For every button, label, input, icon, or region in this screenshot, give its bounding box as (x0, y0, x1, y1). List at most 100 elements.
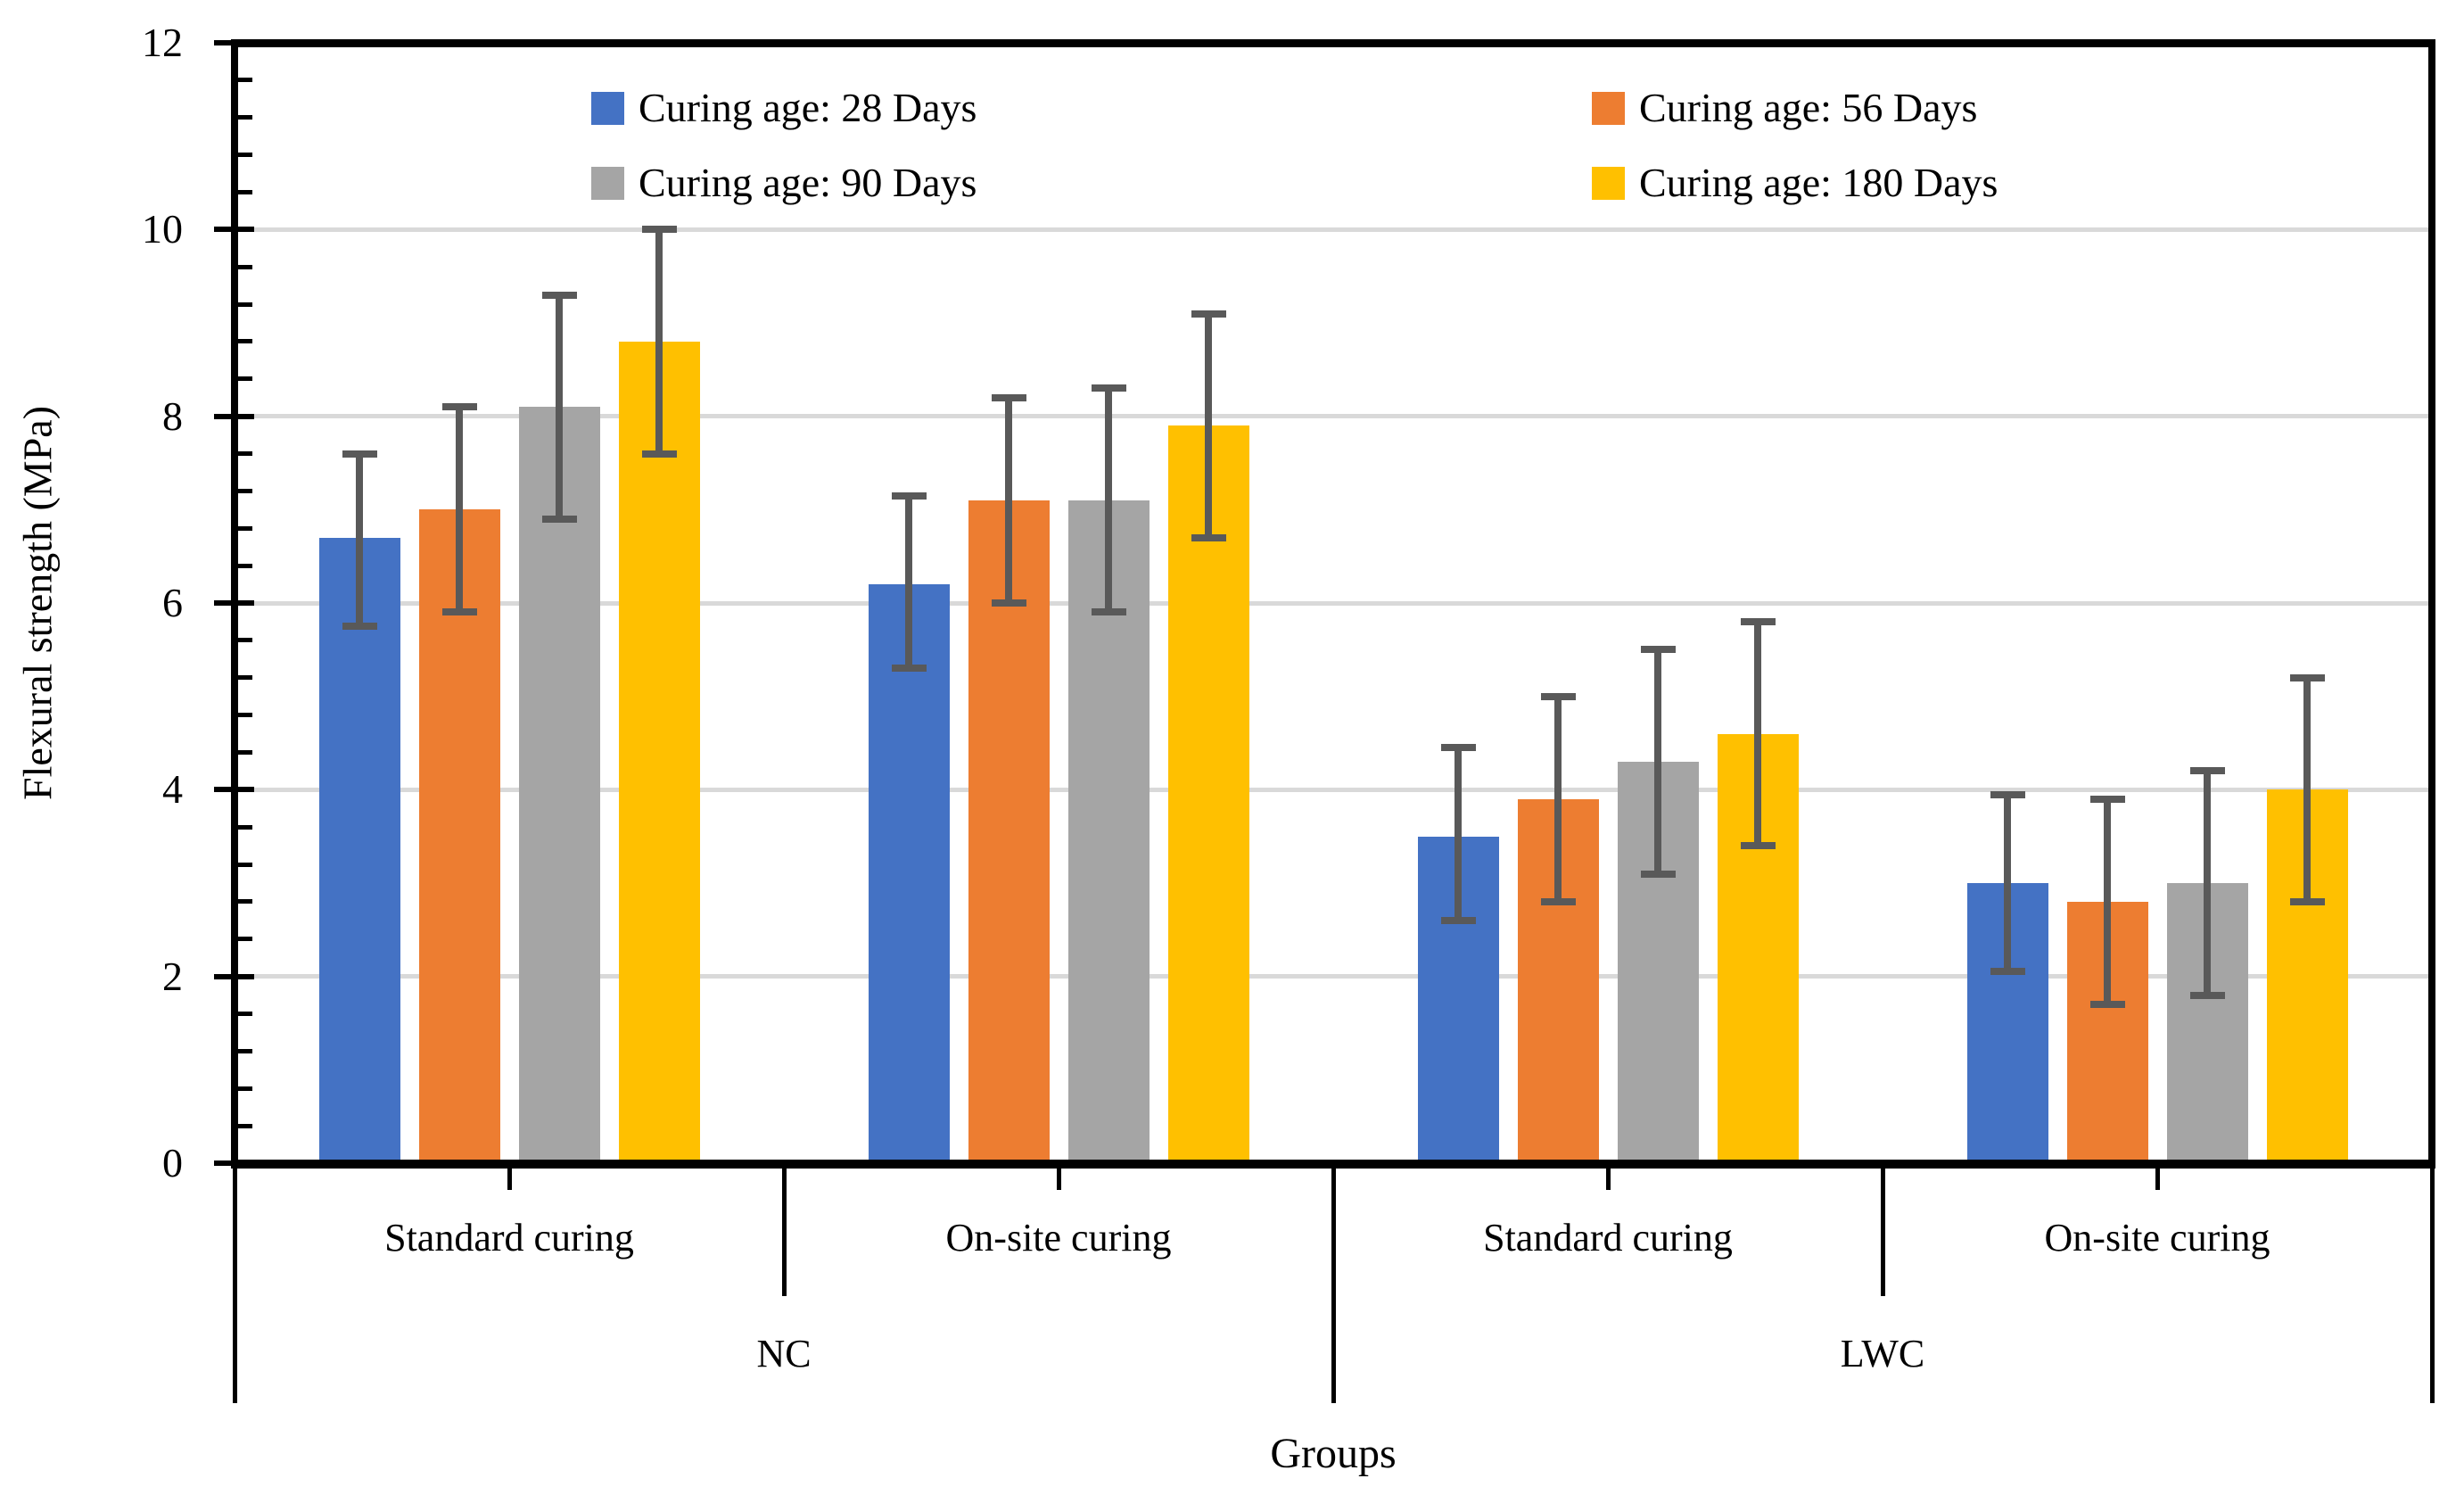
y-minor-tick (235, 1048, 252, 1053)
y-minor-tick (235, 153, 252, 158)
y-minor-tick (235, 301, 252, 307)
legend-label: Curing age: 56 Days (1639, 85, 1978, 130)
category-label: Standard curing (1483, 1216, 1733, 1260)
error-bar-cap-top (441, 403, 477, 411)
y-minor-tick (235, 675, 252, 681)
error-bar-cap-bottom (541, 515, 577, 523)
gridline (235, 414, 2432, 419)
plot-right-border (2428, 39, 2435, 1169)
error-bar-cap-top (2289, 673, 2325, 681)
error-bar-cap-top (1990, 790, 2025, 798)
error-bar-whisker (456, 407, 463, 613)
error-bar-whisker (1455, 748, 1462, 921)
x-minor-tick (507, 1169, 512, 1190)
error-bar-cap-bottom (1091, 608, 1126, 616)
legend-swatch (1592, 91, 1625, 125)
y-tick-label: 4 (162, 766, 183, 813)
group-label: LWC (1840, 1332, 1925, 1375)
y-minor-tick (235, 376, 252, 382)
legend-item: Curing age: 90 Days (591, 161, 977, 205)
error-bar-cap-top (1740, 617, 1776, 625)
bar (418, 509, 500, 1163)
error-bar-whisker (655, 229, 663, 454)
error-bar-cap-top (541, 291, 577, 299)
legend-item: Curing age: 180 Days (1592, 161, 1998, 205)
y-minor-tick (235, 937, 252, 942)
bar (968, 500, 1050, 1163)
group-divider (2429, 1168, 2435, 1403)
error-bar-cap-bottom (891, 665, 927, 673)
plot-top-border (231, 39, 2435, 47)
error-bar-cap-top (1091, 384, 1126, 392)
legend-label: Curing age: 90 Days (639, 160, 977, 205)
bar (518, 407, 600, 1163)
error-bar-cap-top (1191, 310, 1226, 318)
bar (868, 584, 950, 1163)
y-tick-label: 6 (162, 580, 183, 625)
y-axis-title: Flexural strength (MPa) (14, 405, 61, 801)
bar (618, 341, 700, 1163)
gridline (235, 974, 2432, 979)
error-bar-cap-bottom (991, 599, 1026, 607)
y-tick-label: 2 (162, 953, 183, 999)
error-bar-whisker (1205, 313, 1212, 538)
y-minor-tick (235, 78, 252, 83)
legend-swatch (591, 91, 624, 125)
x-minor-tick (1605, 1169, 1611, 1190)
subgroup-divider (781, 1168, 787, 1296)
error-bar-whisker (2104, 798, 2111, 1005)
error-bar-cap-top (991, 393, 1026, 401)
y-tick-label: 10 (142, 206, 183, 252)
error-bar-whisker (2303, 677, 2311, 902)
group-divider (1331, 1168, 1336, 1403)
subgroup-divider (1880, 1168, 1885, 1296)
y-axis-line (231, 39, 238, 1169)
y-minor-tick (235, 339, 252, 344)
gridline (235, 600, 2432, 606)
y-minor-tick (235, 1123, 252, 1128)
error-bar-cap-bottom (2289, 897, 2325, 905)
category-label: On-site curing (945, 1216, 1172, 1260)
y-minor-tick (235, 1012, 252, 1017)
bar (1167, 425, 1249, 1163)
error-bar-whisker (356, 453, 363, 627)
y-minor-tick (235, 749, 252, 755)
error-bar-cap-top (342, 450, 377, 458)
error-bar-cap-bottom (1540, 897, 1576, 905)
y-minor-tick (235, 264, 252, 269)
x-minor-tick (2155, 1169, 2160, 1190)
error-bar-cap-bottom (1191, 533, 1226, 541)
y-minor-tick (235, 488, 252, 493)
y-minor-tick (235, 563, 252, 568)
legend-swatch (591, 166, 624, 200)
error-bar-whisker (1554, 696, 1562, 902)
gridline (235, 787, 2432, 792)
error-bar-cap-top (2189, 767, 2225, 775)
error-bar-cap-bottom (2189, 991, 2225, 999)
error-bar-cap-bottom (2089, 1001, 2125, 1009)
group-divider (232, 1168, 237, 1403)
error-bar-whisker (1005, 397, 1012, 603)
error-bar-cap-top (2089, 795, 2125, 803)
y-minor-tick (235, 899, 252, 904)
y-minor-tick (235, 115, 252, 120)
error-bar-whisker (1105, 388, 1112, 613)
y-minor-tick (235, 713, 252, 718)
legend-item: Curing age: 28 Days (591, 86, 977, 130)
error-bar-cap-bottom (1640, 870, 1676, 878)
error-bar-whisker (2004, 794, 2011, 972)
error-bar-whisker (2204, 771, 2211, 995)
x-axis-title: Groups (1270, 1430, 1397, 1477)
legend-label: Curing age: 28 Days (639, 85, 977, 130)
y-minor-tick (235, 824, 252, 830)
category-label: On-site curing (2044, 1216, 2270, 1260)
error-bar-whisker (1654, 649, 1661, 874)
x-axis-line (231, 1160, 2435, 1169)
category-label: Standard curing (384, 1216, 634, 1260)
y-minor-tick (235, 451, 252, 457)
error-bar-cap-top (1640, 646, 1676, 654)
y-minor-tick (235, 525, 252, 531)
legend-label: Curing age: 180 Days (1639, 160, 1998, 205)
gridline (235, 227, 2432, 232)
